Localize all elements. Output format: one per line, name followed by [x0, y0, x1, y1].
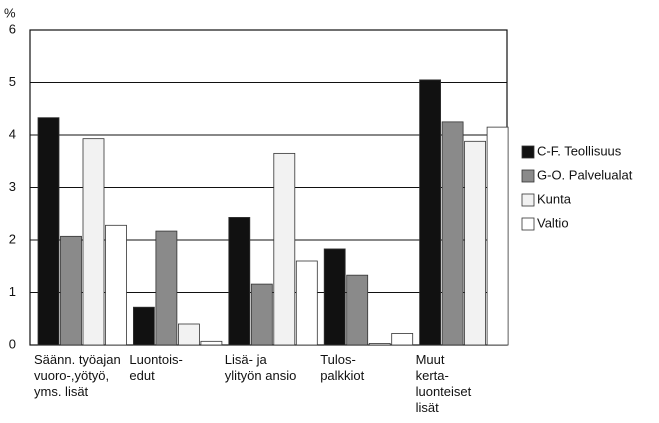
x-tick-label: Lisä- ja ylityön ansio: [225, 352, 297, 383]
bar: [132, 306, 155, 346]
x-tick-label: Muut kerta-luonteiset lisät: [416, 352, 472, 415]
x-tick-label-line: vuoro-,yötyö,: [34, 368, 109, 383]
legend-swatch: [521, 193, 535, 207]
bar: [419, 79, 442, 346]
x-tick-label: Luontois-edut: [129, 352, 182, 383]
bar: [177, 323, 200, 346]
x-tick-label-line: kerta-: [416, 368, 449, 383]
bar: [391, 333, 414, 346]
bar: [82, 138, 105, 346]
x-tick-label-line: yms. lisät: [34, 384, 89, 399]
x-tick-label: Tulos-palkkiot: [320, 352, 364, 383]
x-tick-label-line: Tulos-: [320, 352, 356, 367]
y-tick-label: 1: [9, 284, 16, 299]
x-tick-label-line: Säänn. työajan: [34, 352, 121, 367]
bar: [60, 235, 82, 346]
bar: [105, 224, 127, 346]
legend-swatch: [521, 145, 535, 159]
y-tick-label: 3: [9, 179, 16, 194]
y-tick-label: 0: [9, 336, 16, 351]
x-tick-label-line: Lisä- ja: [225, 352, 268, 367]
bar: [273, 152, 296, 346]
legend-swatch: [521, 217, 535, 231]
x-tick-label-line: lisät: [416, 400, 440, 415]
bar: [228, 217, 251, 346]
legend-label: Valtio: [537, 215, 569, 230]
legend-swatch: [521, 169, 535, 183]
bar: [486, 126, 509, 346]
y-axis-label: %: [4, 5, 16, 20]
y-tick-label: 6: [9, 21, 16, 36]
x-tick-label: Säänn. työajan vuoro-,yötyö, yms. lisät: [34, 352, 121, 399]
legend-label: C-F. Teollisuus: [537, 143, 622, 158]
x-tick-label-line: Muut: [416, 352, 445, 367]
x-tick-label-line: palkkiot: [320, 368, 364, 383]
legend-label: Kunta: [537, 191, 572, 206]
bar: [368, 343, 391, 346]
bar: [155, 230, 178, 346]
bar: [323, 248, 346, 346]
bar: [200, 340, 223, 346]
bar: [250, 283, 273, 346]
x-tick-label-line: ylityön ansio: [225, 368, 297, 383]
bar: [37, 117, 60, 346]
bar: [441, 121, 464, 346]
legend-label: G-O. Palvelualat: [537, 167, 633, 182]
x-tick-label-line: Luontois-: [129, 352, 182, 367]
bar: [295, 260, 318, 346]
bar: [346, 274, 369, 346]
x-tick-label-line: luonteiset: [416, 384, 472, 399]
y-tick-label: 5: [9, 74, 16, 89]
x-tick-label-line: edut: [129, 368, 155, 383]
y-tick-label: 2: [9, 231, 16, 246]
y-tick-label: 4: [9, 126, 16, 141]
bar: [464, 140, 487, 346]
